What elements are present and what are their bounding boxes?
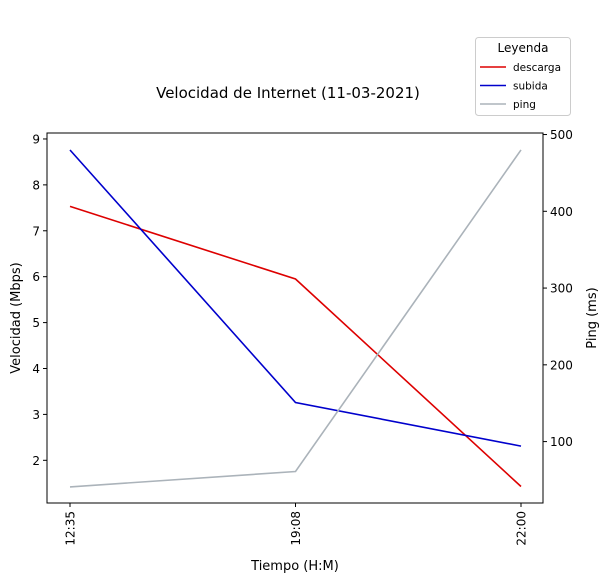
x-tick-label: 19:08	[289, 511, 303, 546]
legend-title: Leyenda	[498, 41, 549, 55]
series-line-subida	[69, 149, 522, 447]
left-tick-label: 6	[32, 270, 40, 284]
x-axis-label: Tiempo (H:M)	[250, 559, 339, 574]
series-line-descarga	[69, 205, 522, 488]
legend-label-subida: subida	[513, 80, 548, 92]
right-tick-label: 200	[550, 358, 573, 372]
x-tick-label: 22:00	[515, 511, 529, 546]
legend: Leyenda descarga subida ping	[475, 37, 571, 116]
legend-items: descarga subida ping	[480, 62, 561, 111]
y-axis-label: Velocidad (Mbps)	[9, 262, 24, 373]
left-tick-label: 8	[32, 178, 40, 192]
legend-label-ping: ping	[513, 99, 536, 111]
left-tick-label: 4	[32, 362, 40, 376]
y2-axis-label: Ping (ms)	[585, 287, 600, 348]
right-tick-label: 500	[550, 128, 573, 142]
chart-title: Velocidad de Internet (11-03-2021)	[156, 84, 420, 102]
right-tick-label: 300	[550, 282, 573, 296]
right-tick-label: 400	[550, 205, 573, 219]
series-line-ping	[69, 149, 522, 488]
right-tick-label: 100	[550, 435, 573, 449]
plot-lines	[69, 149, 522, 488]
plot-frame	[46, 132, 544, 504]
legend-label-descarga: descarga	[513, 62, 561, 74]
legend-box	[475, 37, 571, 116]
right-axis-ticks: 100 200 300 400 500	[543, 128, 573, 449]
x-axis-ticks: 12:35 19:08 22:00	[64, 503, 529, 546]
left-axis-ticks: 2 3 4 5 6 7 8 9	[32, 132, 47, 468]
left-tick-label: 7	[32, 224, 40, 238]
left-tick-label: 5	[32, 316, 40, 330]
x-tick-label: 12:35	[64, 511, 78, 546]
left-tick-label: 2	[32, 454, 40, 468]
left-tick-label: 9	[32, 132, 40, 146]
left-tick-label: 3	[32, 408, 40, 422]
